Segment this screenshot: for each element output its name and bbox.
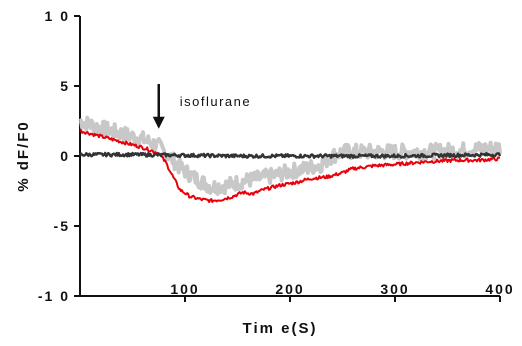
red-series: [79, 129, 501, 204]
x-tick-label: 400: [485, 281, 514, 297]
dark-series: [78, 151, 502, 159]
grey-band-series: [78, 115, 502, 196]
x-tick-label: 200: [275, 281, 304, 297]
y-tick-label: 0: [60, 148, 70, 164]
x-axis-title: Tim e(S): [243, 320, 318, 337]
y-tick-label: 5: [60, 78, 70, 94]
x-tick-label: 100: [170, 281, 199, 297]
y-tick-label: -1 0: [38, 288, 70, 304]
x-tick-label: 300: [380, 281, 409, 297]
y-tick-label: -5: [54, 218, 70, 234]
y-tick-label: 1 0: [45, 8, 70, 24]
y-axis-title: % dF/F0: [15, 120, 32, 192]
annotation-label: isoflurane: [180, 94, 251, 109]
annotation-arrow-head: [152, 116, 165, 129]
